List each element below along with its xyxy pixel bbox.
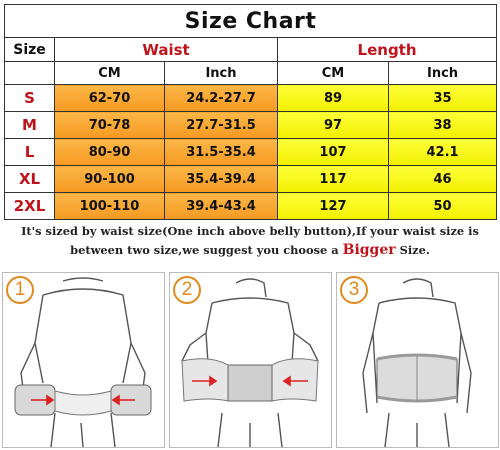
length-inch-cell: 42.1 <box>387 138 498 166</box>
bigger-highlight: Bigger <box>342 242 396 258</box>
length-cm-cell: 127 <box>277 192 389 220</box>
table-row: M 70-78 27.7-31.5 97 38 <box>4 111 498 139</box>
table-row: XL 90-100 35.4-39.4 117 46 <box>4 165 498 193</box>
step-3-badge: 3 <box>340 276 368 304</box>
table-row: L 80-90 31.5-35.4 107 42.1 <box>4 138 498 166</box>
waist-inch-cell: 39.4-43.4 <box>164 192 278 220</box>
length-header: Length <box>276 37 498 62</box>
length-cm-cell: 89 <box>277 84 389 112</box>
length-cm-header: CM <box>277 61 389 85</box>
length-inch-cell: 38 <box>387 111 498 139</box>
size-label: M <box>4 111 55 139</box>
empty-header-cell <box>4 61 55 85</box>
length-cm-cell: 117 <box>277 165 389 193</box>
step-2-illustration <box>181 278 319 447</box>
waist-inch-header: Inch <box>164 61 278 85</box>
sizing-note: It's sized by waist size(One inch above … <box>0 222 500 264</box>
length-inch-cell: 50 <box>387 192 498 220</box>
step-3-panel: 3 <box>336 272 499 448</box>
length-inch-header: Inch <box>387 61 498 85</box>
waist-cm-cell: 62-70 <box>54 84 165 112</box>
waist-cm-header: CM <box>54 61 165 85</box>
waist-cm-cell: 80-90 <box>54 138 165 166</box>
step-1-badge: 1 <box>6 276 34 304</box>
size-label: 2XL <box>4 192 55 220</box>
chart-title: Size Chart <box>3 4 498 38</box>
note-line-2-text: between two size,we suggest you choose a <box>70 243 343 257</box>
note-line-1: It's sized by waist size(One inch above … <box>21 224 479 238</box>
instruction-panels: 1 2 <box>2 272 499 448</box>
note-line-2: between two size,we suggest you choose a… <box>0 241 500 260</box>
table-row: S 62-70 24.2-27.7 89 35 <box>4 84 498 112</box>
step-1-illustration <box>14 277 152 447</box>
waist-inch-cell: 27.7-31.5 <box>164 111 278 139</box>
length-inch-cell: 46 <box>387 165 498 193</box>
waist-inch-cell: 31.5-35.4 <box>164 138 278 166</box>
waist-cm-cell: 70-78 <box>54 111 165 139</box>
step-1-panel: 1 <box>2 272 165 448</box>
waist-inch-cell: 35.4-39.4 <box>164 165 278 193</box>
size-label: L <box>4 138 55 166</box>
step-3-illustration <box>362 278 472 447</box>
waist-inch-cell: 24.2-27.7 <box>164 84 278 112</box>
waist-cm-cell: 90-100 <box>54 165 165 193</box>
waist-cm-cell: 100-110 <box>54 192 165 220</box>
table-row: 2XL 100-110 39.4-43.4 127 50 <box>4 192 498 220</box>
size-chart-table: Size Chart Size Waist Length CM Inch CM … <box>3 4 498 220</box>
size-label: S <box>4 84 55 112</box>
length-cm-cell: 107 <box>277 138 389 166</box>
size-header: Size <box>4 37 55 62</box>
waist-header: Waist <box>54 37 278 62</box>
length-inch-cell: 35 <box>387 84 498 112</box>
step-2-badge: 2 <box>173 276 201 304</box>
size-label: XL <box>4 165 55 193</box>
length-cm-cell: 97 <box>277 111 389 139</box>
note-line-2-end: Size. <box>395 243 430 257</box>
step-2-panel: 2 <box>169 272 332 448</box>
